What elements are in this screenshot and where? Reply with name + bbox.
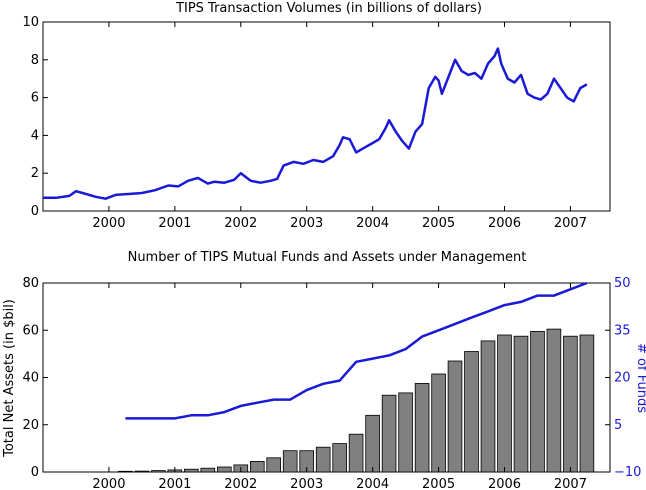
asset-bar bbox=[414, 382, 430, 473]
x-tick-label: 2004 bbox=[356, 216, 389, 231]
x-tick-label: 2000 bbox=[92, 477, 125, 490]
y-right-tick-label: 5 bbox=[614, 418, 622, 433]
asset-bar bbox=[200, 467, 216, 473]
funds-axis-label: # of Funds bbox=[634, 343, 646, 413]
asset-bar bbox=[464, 351, 479, 473]
y-tick-label: 80 bbox=[22, 276, 39, 291]
x-tick-label: 2006 bbox=[488, 216, 521, 231]
volume-plot-area bbox=[42, 21, 611, 212]
x-tick-label: 2005 bbox=[422, 477, 455, 490]
asset-bar bbox=[118, 470, 133, 473]
asset-bar bbox=[563, 335, 578, 473]
x-tick-label: 2002 bbox=[224, 477, 257, 490]
volume-series-line bbox=[43, 47, 588, 200]
y-tick-label: 40 bbox=[22, 371, 39, 386]
assets-axis-label: Total Net Assets (in $bil) bbox=[2, 299, 17, 458]
y-tick-label: 2 bbox=[31, 166, 39, 181]
x-tick-label: 2001 bbox=[158, 216, 191, 231]
y-tick-label: 0 bbox=[31, 465, 39, 480]
funds-x-axis: 2000 2001 2002 2003 2004 2005 2006 2007 bbox=[92, 283, 587, 490]
y-right-tick-label: 50 bbox=[614, 276, 631, 291]
volume-chart-title: TIPS Transaction Volumes (in billions of… bbox=[175, 1, 482, 16]
fund-count-line bbox=[125, 281, 588, 420]
asset-bar bbox=[431, 373, 446, 473]
volume-y-axis: 0 2 4 6 8 10 bbox=[22, 15, 48, 219]
x-tick-label: 2002 bbox=[224, 216, 257, 231]
asset-bar bbox=[134, 470, 150, 473]
x-tick-label: 2001 bbox=[158, 477, 191, 490]
y-tick-label: 10 bbox=[22, 15, 39, 30]
asset-bar bbox=[530, 330, 545, 473]
y-tick-label: 4 bbox=[31, 128, 39, 143]
x-tick-label: 2003 bbox=[290, 216, 323, 231]
volume-x-axis: 2000 2001 2002 2003 2004 2005 2006 2007 bbox=[92, 22, 587, 231]
asset-bar bbox=[398, 392, 413, 473]
asset-bar bbox=[381, 394, 397, 473]
y-tick-label: 20 bbox=[22, 418, 39, 433]
x-tick-label: 2005 bbox=[422, 216, 455, 231]
y-tick-label: 8 bbox=[31, 53, 39, 68]
x-tick-label: 2007 bbox=[554, 216, 587, 231]
y-right-tick-label: −10 bbox=[614, 465, 641, 480]
asset-bar bbox=[216, 466, 232, 473]
asset-bar bbox=[365, 414, 380, 473]
asset-bar bbox=[249, 460, 265, 473]
y-tick-label: 0 bbox=[31, 204, 39, 219]
asset-bar bbox=[332, 443, 347, 473]
asset-bar bbox=[282, 450, 298, 473]
y-tick-label: 6 bbox=[31, 91, 39, 106]
y-right-tick-label: 35 bbox=[614, 323, 631, 338]
volume-chart: TIPS Transaction Volumes (in billions of… bbox=[22, 1, 611, 231]
asset-bar bbox=[579, 334, 595, 473]
funds-chart: Number of TIPS Mutual Funds and Assets u… bbox=[2, 250, 646, 490]
assets-bars bbox=[118, 328, 595, 473]
asset-bar bbox=[480, 340, 496, 473]
assets-y-axis: 0 20 40 60 80 bbox=[22, 276, 48, 480]
asset-bar bbox=[546, 328, 562, 473]
funds-chart-title: Number of TIPS Mutual Funds and Assets u… bbox=[128, 250, 527, 265]
x-tick-label: 2003 bbox=[290, 477, 323, 490]
asset-bar bbox=[315, 446, 331, 473]
asset-bar bbox=[513, 335, 529, 473]
asset-bar bbox=[447, 360, 463, 473]
x-tick-label: 2004 bbox=[356, 477, 389, 490]
asset-bar bbox=[151, 470, 166, 473]
asset-bar bbox=[348, 433, 364, 473]
asset-bar bbox=[497, 334, 512, 473]
asset-bar bbox=[183, 468, 199, 473]
y-right-tick-label: 20 bbox=[614, 371, 631, 386]
x-tick-label: 2000 bbox=[92, 216, 125, 231]
y-tick-label: 60 bbox=[22, 323, 39, 338]
x-tick-label: 2006 bbox=[488, 477, 521, 490]
funds-y-axis: −10 5 20 35 50 bbox=[605, 276, 641, 480]
x-tick-label: 2007 bbox=[554, 477, 587, 490]
asset-bar bbox=[266, 457, 281, 473]
